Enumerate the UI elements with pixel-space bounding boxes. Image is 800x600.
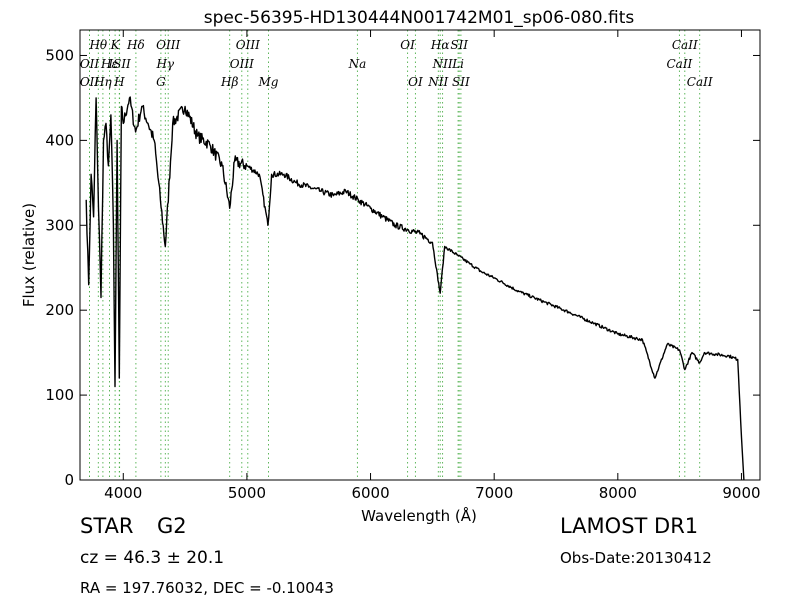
line-label-oi: OI [400,38,415,52]
y-tick-label: 200 [45,301,74,319]
line-label-nii: NII [427,75,448,89]
axis-ticks: 4000 5000 6000 7000 8000 9000 0 100 200 300 400 500 [45,30,761,502]
x-tick-label: 7000 [475,484,513,502]
y-tick-label: 500 [45,46,74,64]
line-marker-lines [89,30,701,480]
line-label-hδ: Hδ [126,38,145,52]
line-label-hη: Hη [93,75,112,89]
line-label-h: H [113,75,125,89]
line-label-oiii: OIII [236,38,260,52]
survey-name: LAMOST DR1 [560,514,699,538]
line-label-caii: CaII [666,57,692,71]
line-label-caii: CaII [687,75,713,89]
line-label-na: Na [348,57,367,71]
x-tick-label: 5000 [228,484,266,502]
y-tick-label: 400 [45,131,74,149]
plot-frame [79,29,761,481]
line-label-hε: Hε [100,57,118,71]
x-tick-label: 9000 [722,484,760,502]
line-label-hα: Hα [430,38,450,52]
x-tick-label: 4000 [104,484,142,502]
line-label-oii: OII [80,57,100,71]
line-label-oii: OII [80,75,100,89]
x-tick-label: 8000 [599,484,637,502]
line-label-hβ: Hβ [220,75,238,89]
x-axis-label: Wavelength (Å) [361,506,477,525]
line-label-oiii: OIII [156,38,180,52]
x-tick-label: 6000 [351,484,389,502]
line-label-g: G [156,75,166,89]
obs-date: Obs-Date:20130412 [560,549,712,567]
redshift-cz: cz = 46.3 ± 20.1 [80,548,225,568]
y-axis-label: Flux (relative) [20,203,38,307]
spectrum-line [85,96,745,481]
line-label-oi: OI [408,75,423,89]
object-subclass: G2 [157,514,187,538]
line-label-hθ: Hθ [88,38,107,52]
y-tick-label: 100 [45,386,74,404]
line-label-k: K [110,38,121,52]
y-tick-label: 300 [45,216,74,234]
object-class: STAR [80,514,134,538]
line-label-li: Li [451,57,464,71]
line-label-mg: Mg [258,75,279,89]
line-label-sii: SII [450,38,468,52]
line-label-isii: ISII [107,57,131,71]
line-label-sii: SII [452,75,470,89]
line-label-hγ: Hγ [155,57,174,71]
ra-dec: RA = 197.76032, DEC = -0.10043 [80,579,334,597]
line-label-caii: CaII [672,38,698,52]
line-label-nii: NII [432,57,453,71]
line-label-oiii: OIII [230,57,254,71]
chart-title: spec-56395-HD130444N001742M01_sp06-080.f… [204,8,635,28]
y-tick-label: 0 [64,471,74,489]
